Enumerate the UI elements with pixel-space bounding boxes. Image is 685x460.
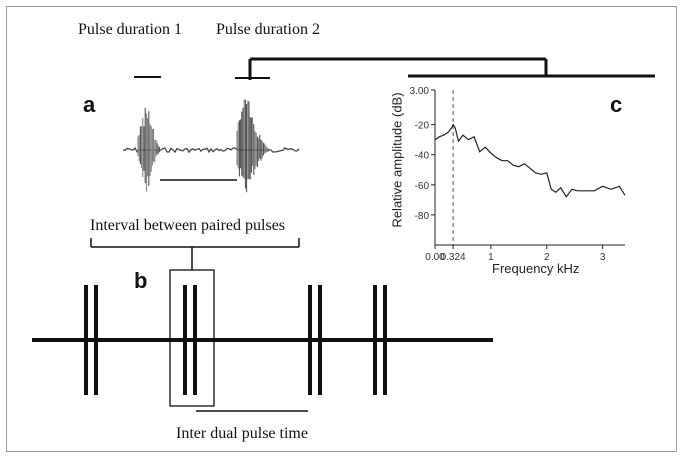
top-bracket (248, 57, 655, 80)
panel-label-c: c (610, 92, 623, 117)
dual-pulse-marks (84, 285, 387, 395)
inter-dual-pulse-label: Inter dual pulse time (176, 425, 308, 442)
chart-x-tick-label: 0.00 (425, 252, 445, 263)
interval-bracket (90, 238, 300, 270)
spectrum-series-line (434, 123, 626, 198)
pulse-burst-2 (236, 99, 272, 193)
panel-label-a: a (83, 92, 96, 117)
pulse-duration-1-label: Pulse duration 1 (78, 21, 182, 38)
pulse-duration-2-label: Pulse duration 2 (216, 21, 320, 38)
chart-y-tick-label: 3.00 (410, 86, 430, 97)
chart-x-tick-label: 0.324 (441, 252, 466, 263)
interval-label: Interval between paired pulses (90, 217, 286, 234)
waveform (122, 99, 300, 193)
spectrum-chart: 3.00 -20 -40 -60 -80 0.000.324 1 2 3 (410, 86, 626, 263)
chart-y-tick-label: -60 (415, 181, 430, 192)
figure-frame (6, 6, 677, 452)
panel-label-b: b (134, 268, 148, 293)
chart-y-tick-label: -80 (415, 211, 430, 222)
chart-x-ticks: 0.000.324 1 2 3 (425, 245, 606, 263)
chart-x-tick-label: 2 (544, 252, 550, 263)
waveform-baseline (122, 147, 300, 154)
chart-x-tick-label: 3 (600, 252, 606, 263)
highlight-box (169, 269, 215, 407)
chart-x-axis-label: Frequency kHz (492, 261, 580, 276)
chart-y-tick-label: -40 (415, 151, 430, 162)
chart-x-tick-label: 1 (488, 252, 494, 263)
chart-y-axis-label: Relative amplitude (dB) (389, 92, 405, 228)
chart-y-ticks: 3.00 -20 -40 -60 -80 (410, 86, 435, 222)
chart-y-tick-label: -20 (415, 121, 430, 132)
pulse-burst-1 (137, 107, 162, 192)
